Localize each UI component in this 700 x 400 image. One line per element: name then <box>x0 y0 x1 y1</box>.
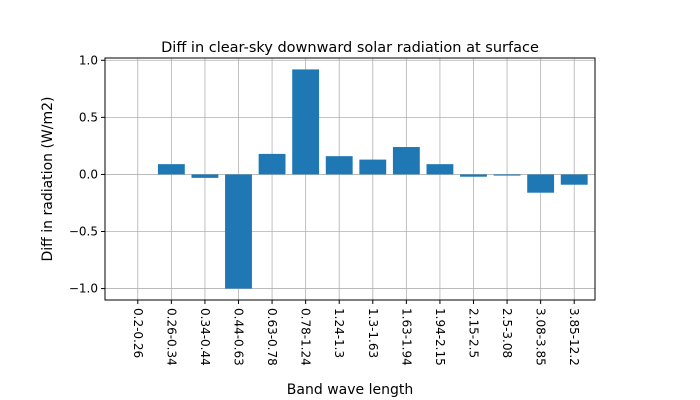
plot-frame <box>104 57 596 301</box>
bar-1.63-1.94 <box>392 147 420 175</box>
bar-1.3-1.63 <box>359 159 387 175</box>
bars <box>157 69 588 289</box>
grid <box>105 58 595 300</box>
x-tick-label: 1.24-1.3 <box>332 308 346 358</box>
y-tick-label: 1.0 <box>79 53 98 67</box>
bar-2.15-2.5 <box>460 174 487 177</box>
x-tick-label: 1.63-1.94 <box>399 308 413 366</box>
bar-3.85-12.2 <box>560 174 588 185</box>
x-tick-label: 0.34-0.44 <box>198 308 212 366</box>
y-tick-label: 0.0 <box>79 167 98 181</box>
bar-1.94-2.15 <box>426 164 454 175</box>
bar-1.24-1.3 <box>325 156 353 175</box>
x-tick-label: 0.26-0.34 <box>164 308 178 366</box>
x-tick-label: 3.08-3.85 <box>534 308 548 366</box>
bar-0.26-0.34 <box>157 164 185 175</box>
y-ticks: −1.0 −0.5 0.0 0.5 1.0 <box>69 53 105 296</box>
x-tick-label: 2.15-2.5 <box>467 308 481 358</box>
x-tick-label: 0.44-0.63 <box>232 308 246 366</box>
x-tick-label: 1.3-1.63 <box>366 308 380 358</box>
y-tick-label: −1.0 <box>69 282 98 296</box>
x-tick-label: 0.63-0.78 <box>265 308 279 366</box>
x-tick-label: 0.78-1.24 <box>299 308 313 366</box>
x-tick-label: 1.94-2.15 <box>433 308 447 366</box>
x-tick-label: 0.2-0.26 <box>131 308 145 358</box>
x-tick-label: 2.5-3.08 <box>500 308 514 358</box>
bar-3.08-3.85 <box>527 174 555 193</box>
x-ticks: 0.2-0.26 0.26-0.34 0.34-0.44 0.44-0.63 0.63-… <box>131 300 581 366</box>
y-tick-label: 0.5 <box>79 110 98 124</box>
bar-0.44-0.63 <box>225 174 252 289</box>
bar-0.34-0.44 <box>191 174 219 178</box>
chart-title: Diff in clear-sky downward solar radiati… <box>161 40 539 56</box>
x-axis-label: Band wave length <box>287 382 413 398</box>
x-tick-label: 3.85-12.2 <box>567 308 581 366</box>
bar-0.78-1.24 <box>292 69 320 175</box>
bar-0.63-0.78 <box>258 153 286 175</box>
y-tick-label: −0.5 <box>69 225 98 239</box>
y-axis-label: Diff in radiation (W/m2) <box>40 97 56 262</box>
bar-2.5-3.08 <box>493 174 521 176</box>
